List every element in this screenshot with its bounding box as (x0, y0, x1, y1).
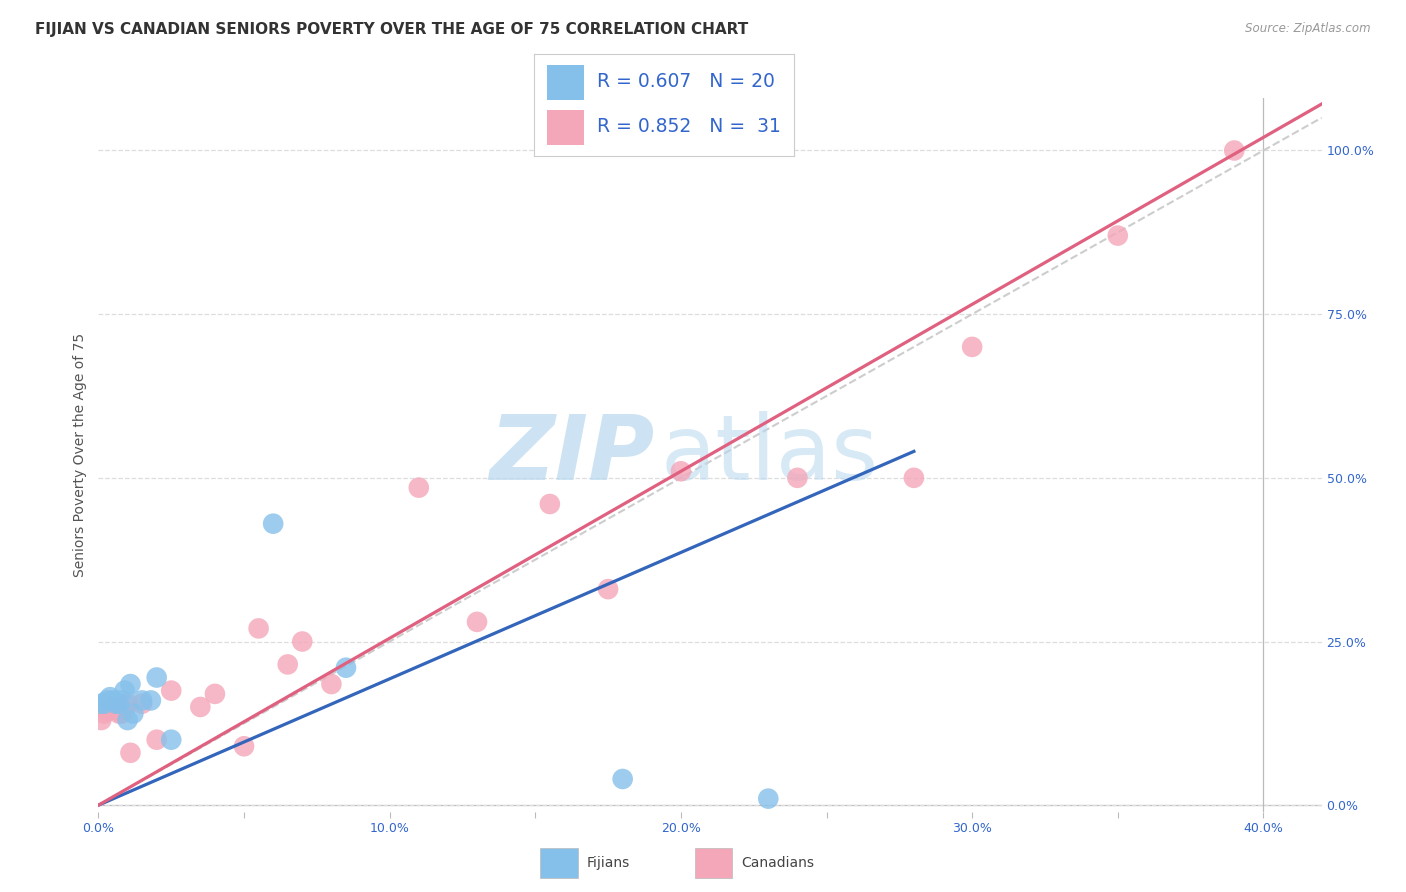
Point (1107, 228, 1129, 243)
Point (139, 693, 162, 707)
Point (117, 713, 139, 727)
Point (335, 661, 357, 675)
Point (98, 703, 121, 717)
Point (117, 697, 139, 711)
Point (108, 697, 131, 711)
Point (122, 706, 145, 721)
FancyBboxPatch shape (547, 65, 583, 100)
Point (145, 671, 167, 685)
FancyBboxPatch shape (695, 848, 733, 878)
Point (247, 621, 270, 635)
Point (756, 791, 779, 805)
Point (204, 687, 226, 701)
Point (93, 697, 115, 711)
Y-axis label: Seniors Poverty Over the Age of 75: Seniors Poverty Over the Age of 75 (73, 333, 87, 577)
Text: Canadians: Canadians (741, 856, 814, 870)
Point (160, 683, 183, 698)
Text: atlas: atlas (661, 411, 879, 499)
Point (120, 677, 142, 691)
Point (786, 471, 808, 485)
FancyBboxPatch shape (540, 848, 578, 878)
Point (538, 497, 561, 511)
Point (131, 697, 153, 711)
Point (104, 697, 127, 711)
Point (903, 471, 925, 485)
Text: FIJIAN VS CANADIAN SENIORS POVERTY OVER THE AGE OF 75 CORRELATION CHART: FIJIAN VS CANADIAN SENIORS POVERTY OVER … (35, 22, 748, 37)
Point (277, 657, 299, 672)
Point (596, 582, 619, 596)
Point (90, 713, 112, 727)
Point (669, 464, 692, 478)
Point (120, 746, 142, 760)
Point (90, 697, 112, 711)
Text: Fijians: Fijians (586, 856, 630, 870)
Point (111, 706, 134, 721)
Point (465, 615, 488, 629)
Point (114, 703, 136, 717)
Point (1223, 144, 1246, 158)
Text: ZIP: ZIP (489, 411, 655, 499)
Point (262, 516, 284, 531)
Point (291, 634, 314, 648)
Point (96, 703, 118, 717)
FancyBboxPatch shape (547, 110, 583, 145)
Point (321, 677, 343, 691)
Point (408, 481, 430, 495)
Point (188, 700, 212, 714)
Point (612, 772, 634, 786)
Point (98, 690, 121, 705)
Point (233, 739, 256, 754)
Point (101, 700, 124, 714)
Point (160, 732, 183, 747)
Point (104, 703, 127, 717)
Point (93, 706, 115, 721)
Point (145, 732, 167, 747)
Point (131, 693, 153, 707)
Point (114, 683, 136, 698)
Point (960, 340, 983, 354)
Point (101, 693, 124, 707)
Text: R = 0.852   N =  31: R = 0.852 N = 31 (596, 117, 780, 136)
Point (108, 706, 131, 721)
Point (96, 693, 118, 707)
Text: R = 0.607   N = 20: R = 0.607 N = 20 (596, 71, 775, 91)
Point (111, 693, 134, 707)
Text: Source: ZipAtlas.com: Source: ZipAtlas.com (1246, 22, 1371, 36)
